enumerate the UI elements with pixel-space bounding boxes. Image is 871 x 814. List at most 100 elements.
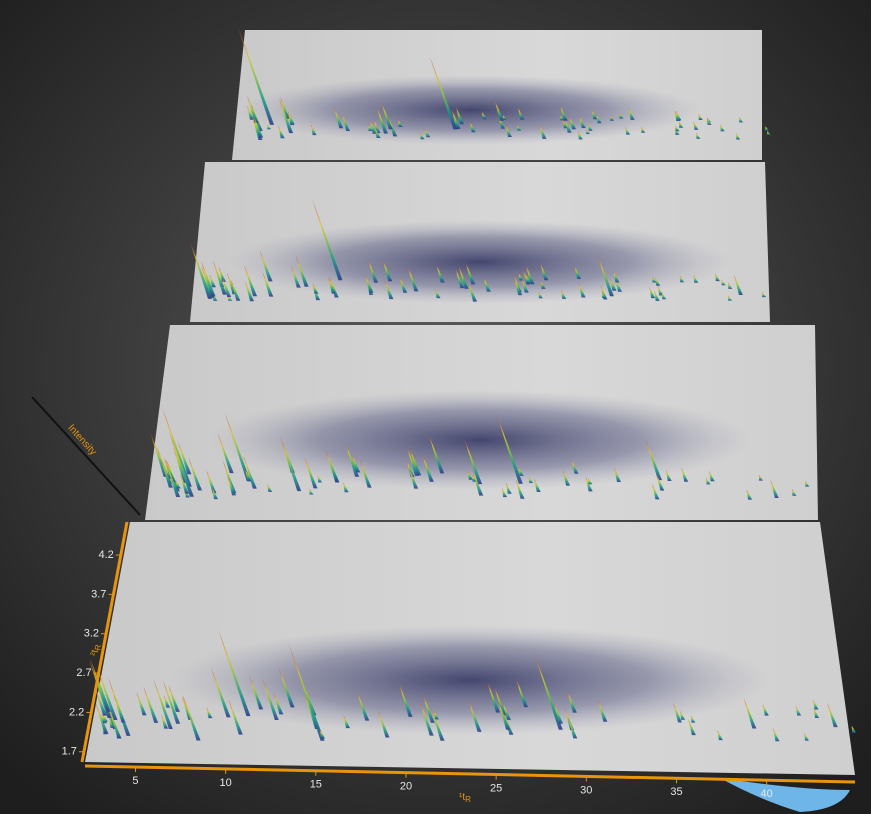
- spike: [419, 701, 434, 736]
- spike: [165, 458, 176, 483]
- z-axis: [31, 396, 141, 516]
- x-tick-label: 10: [220, 777, 232, 789]
- spike: [228, 699, 243, 735]
- spike: [434, 711, 439, 720]
- spike: [409, 447, 422, 476]
- spike: [218, 630, 251, 717]
- spike: [267, 124, 272, 130]
- spike: [721, 279, 726, 286]
- peak-cloud: [210, 390, 750, 490]
- spike: [792, 489, 797, 496]
- spike: [287, 110, 295, 125]
- spike: [693, 121, 699, 130]
- spike: [95, 701, 109, 734]
- spike: [397, 119, 403, 127]
- spike: [250, 102, 263, 132]
- spike: [230, 279, 241, 301]
- spike: [430, 706, 445, 741]
- spike: [249, 675, 264, 710]
- spike: [517, 107, 525, 120]
- spike: [561, 289, 567, 299]
- spike: [693, 274, 699, 283]
- spike: [420, 132, 425, 140]
- spike: [578, 283, 586, 298]
- spike: [278, 125, 285, 139]
- spike: [329, 276, 339, 298]
- spike: [312, 199, 343, 281]
- spike: [538, 291, 543, 299]
- spike: [162, 680, 181, 724]
- spike: [652, 484, 660, 500]
- spike: [655, 277, 661, 286]
- spike: [429, 56, 458, 130]
- spike: [494, 686, 507, 716]
- spike: [304, 456, 318, 489]
- spike: [101, 713, 108, 724]
- spike: [182, 694, 201, 741]
- spike: [610, 115, 615, 121]
- spike: [161, 714, 169, 729]
- spike: [728, 282, 733, 289]
- spike: [720, 124, 725, 132]
- spike: [728, 295, 733, 301]
- spike: [467, 470, 473, 480]
- spike: [458, 265, 469, 289]
- spike: [163, 695, 171, 708]
- spike: [540, 280, 546, 289]
- spike: [222, 460, 237, 494]
- spike: [567, 717, 578, 739]
- spike: [188, 457, 203, 491]
- spike: [273, 692, 284, 715]
- spike: [717, 730, 723, 741]
- spike: [533, 652, 563, 730]
- spike: [312, 283, 319, 294]
- spike: [495, 412, 523, 484]
- spike: [698, 113, 703, 121]
- spike: [597, 699, 608, 722]
- spike: [585, 129, 590, 134]
- spike: [189, 241, 213, 299]
- spike: [673, 702, 682, 723]
- spike: [567, 690, 577, 713]
- spike: [107, 676, 131, 736]
- spike: [505, 124, 512, 138]
- spike: [467, 281, 478, 302]
- peak-cloud: [170, 625, 770, 735]
- spike: [674, 110, 681, 122]
- spike: [715, 273, 720, 282]
- spike: [707, 117, 712, 125]
- spike: [278, 666, 295, 708]
- spike: [302, 682, 317, 716]
- spike: [654, 290, 660, 301]
- spike: [764, 126, 769, 131]
- spike: [514, 278, 523, 296]
- spike: [368, 124, 373, 131]
- spike: [467, 698, 482, 732]
- spike: [399, 276, 408, 293]
- spike: [851, 725, 857, 733]
- spike: [206, 470, 217, 494]
- x-axis: [84, 764, 856, 784]
- spike: [374, 127, 381, 138]
- spike: [280, 96, 290, 119]
- spike: [472, 469, 484, 496]
- spike: [579, 115, 586, 129]
- spike: [540, 263, 549, 281]
- y-axis: [80, 521, 129, 763]
- spike: [739, 116, 744, 123]
- spike: [736, 133, 741, 140]
- spike: [553, 702, 564, 724]
- highlight-arc: [720, 778, 850, 812]
- spike: [628, 107, 635, 120]
- spike: [381, 101, 393, 130]
- spike: [435, 288, 441, 299]
- spike: [279, 98, 294, 134]
- spike: [675, 128, 680, 135]
- spike: [706, 477, 711, 485]
- spike: [645, 438, 662, 481]
- spike: [388, 116, 398, 137]
- y-axis-label-sub: R: [93, 644, 103, 651]
- spike: [406, 446, 419, 476]
- spike: [89, 657, 111, 712]
- spike: [408, 467, 419, 489]
